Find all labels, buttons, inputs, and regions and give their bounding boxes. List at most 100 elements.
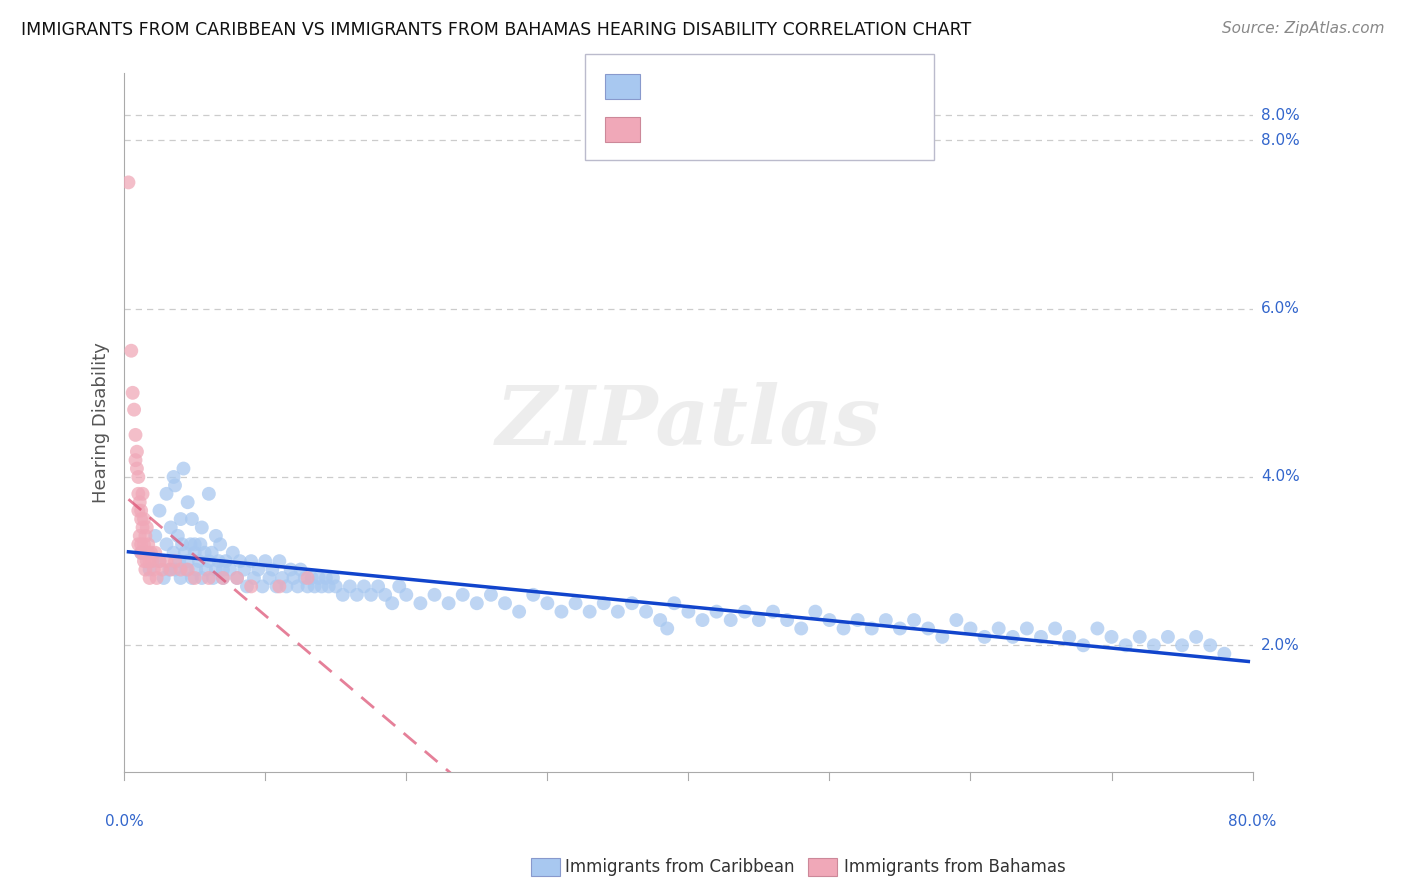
Point <box>212 563 235 577</box>
Point <box>129 503 152 517</box>
Point <box>125 444 148 458</box>
Text: 8.0%: 8.0% <box>1261 133 1299 148</box>
Point <box>578 605 600 619</box>
Point <box>169 512 191 526</box>
Point <box>145 571 167 585</box>
Point <box>247 563 270 577</box>
Point <box>290 563 312 577</box>
Point <box>176 495 198 509</box>
Point <box>181 571 204 585</box>
Point <box>148 503 170 517</box>
Point <box>790 622 813 636</box>
Point <box>127 470 149 484</box>
Point <box>846 613 869 627</box>
Point <box>818 613 841 627</box>
Point <box>155 554 177 568</box>
Point <box>169 571 191 585</box>
Point <box>1001 630 1024 644</box>
Point <box>240 579 263 593</box>
Point <box>143 546 166 560</box>
Point <box>1043 622 1066 636</box>
Point <box>522 588 544 602</box>
Point <box>138 554 160 568</box>
Point <box>280 563 302 577</box>
Point <box>222 546 245 560</box>
Point <box>198 487 221 501</box>
Point <box>138 571 160 585</box>
Point <box>215 554 238 568</box>
Point <box>132 537 155 551</box>
Point <box>664 596 686 610</box>
Point <box>236 579 259 593</box>
Point <box>1143 638 1166 652</box>
Point <box>1029 630 1052 644</box>
Point <box>127 503 149 517</box>
Point <box>973 630 995 644</box>
Point <box>226 571 249 585</box>
Point <box>117 175 139 189</box>
Point <box>1071 638 1094 652</box>
Point <box>243 571 266 585</box>
Point <box>657 622 679 636</box>
Point <box>201 546 224 560</box>
Point <box>367 579 389 593</box>
Y-axis label: Hearing Disability: Hearing Disability <box>93 342 110 503</box>
Point <box>132 512 155 526</box>
Text: 147: 147 <box>782 76 823 95</box>
Point <box>903 613 925 627</box>
Text: 0.045: 0.045 <box>692 119 754 138</box>
Point <box>762 605 785 619</box>
Text: R =: R = <box>652 76 695 95</box>
Point <box>229 554 252 568</box>
Point <box>875 613 897 627</box>
Text: 52: 52 <box>782 119 815 138</box>
Text: 0.0%: 0.0% <box>105 814 143 829</box>
Text: R =: R = <box>652 119 695 138</box>
Point <box>254 554 277 568</box>
Point <box>136 537 159 551</box>
Point <box>606 605 628 619</box>
Point <box>135 520 157 534</box>
Point <box>262 563 284 577</box>
Point <box>142 563 165 577</box>
Point <box>205 529 228 543</box>
Point <box>381 596 404 610</box>
Point <box>266 579 288 593</box>
Point <box>271 571 294 585</box>
Point <box>176 554 198 568</box>
Text: 8.0%: 8.0% <box>1261 108 1299 122</box>
Point <box>465 596 488 610</box>
Point <box>134 563 156 577</box>
Point <box>374 588 396 602</box>
Point <box>212 571 235 585</box>
Point <box>186 563 208 577</box>
Point <box>252 579 274 593</box>
Point <box>1213 647 1236 661</box>
Point <box>325 579 347 593</box>
Point <box>494 596 516 610</box>
Point <box>269 554 291 568</box>
Point <box>959 622 981 636</box>
Point <box>129 546 152 560</box>
Point <box>353 579 375 593</box>
Text: Immigrants from Bahamas: Immigrants from Bahamas <box>844 858 1066 876</box>
Point <box>276 579 298 593</box>
Text: -0.309: -0.309 <box>692 76 755 95</box>
Text: 6.0%: 6.0% <box>1261 301 1301 316</box>
Point <box>198 571 221 585</box>
Text: N =: N = <box>748 76 792 95</box>
Text: 2.0%: 2.0% <box>1261 638 1299 653</box>
Point <box>226 571 249 585</box>
Point <box>131 487 153 501</box>
Point <box>311 579 333 593</box>
Point <box>173 546 195 560</box>
Point <box>360 588 382 602</box>
Point <box>169 563 191 577</box>
Point <box>1129 630 1152 644</box>
Point <box>388 579 411 593</box>
Point <box>181 512 204 526</box>
Point <box>148 554 170 568</box>
Point <box>134 529 156 543</box>
Point <box>190 537 212 551</box>
Point <box>889 622 911 636</box>
